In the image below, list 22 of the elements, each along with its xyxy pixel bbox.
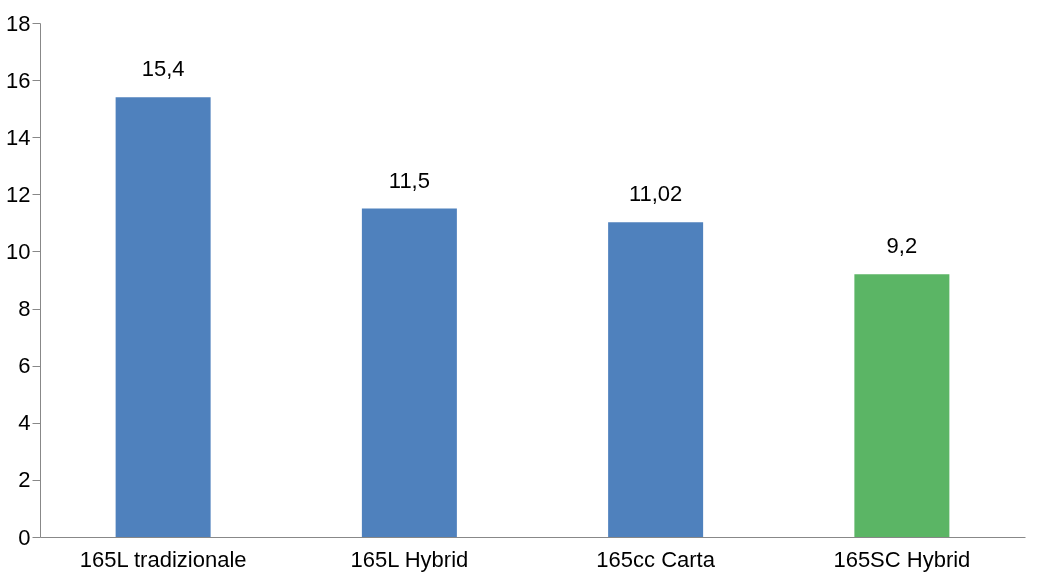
x-tick-label: 165L Hybrid bbox=[350, 546, 469, 572]
bar bbox=[854, 274, 950, 537]
y-tick-label: 4 bbox=[18, 410, 31, 436]
y-tick-label: 6 bbox=[18, 353, 31, 379]
x-tick-label: 165SC Hybrid bbox=[833, 546, 971, 572]
y-tick-label: 12 bbox=[6, 181, 31, 207]
y-tick-label: 2 bbox=[18, 467, 31, 493]
y-tick-label: 16 bbox=[6, 67, 31, 93]
y-tick-label: 14 bbox=[6, 124, 31, 150]
y-tick-label: 18 bbox=[6, 10, 31, 36]
y-tick-label: 8 bbox=[18, 296, 31, 322]
bar bbox=[115, 97, 211, 537]
y-tick-label: 10 bbox=[6, 238, 31, 264]
y-tick-label: 0 bbox=[18, 524, 31, 550]
x-tick-label: 165L tradizionale bbox=[79, 546, 247, 572]
x-tick-label: 165cc Carta bbox=[596, 546, 716, 572]
bar bbox=[361, 208, 457, 537]
data-label: 11,5 bbox=[388, 167, 430, 193]
data-label: 15,4 bbox=[141, 56, 185, 82]
bar bbox=[608, 222, 704, 537]
data-label: 9,2 bbox=[886, 233, 918, 259]
data-label: 11,02 bbox=[628, 181, 683, 207]
